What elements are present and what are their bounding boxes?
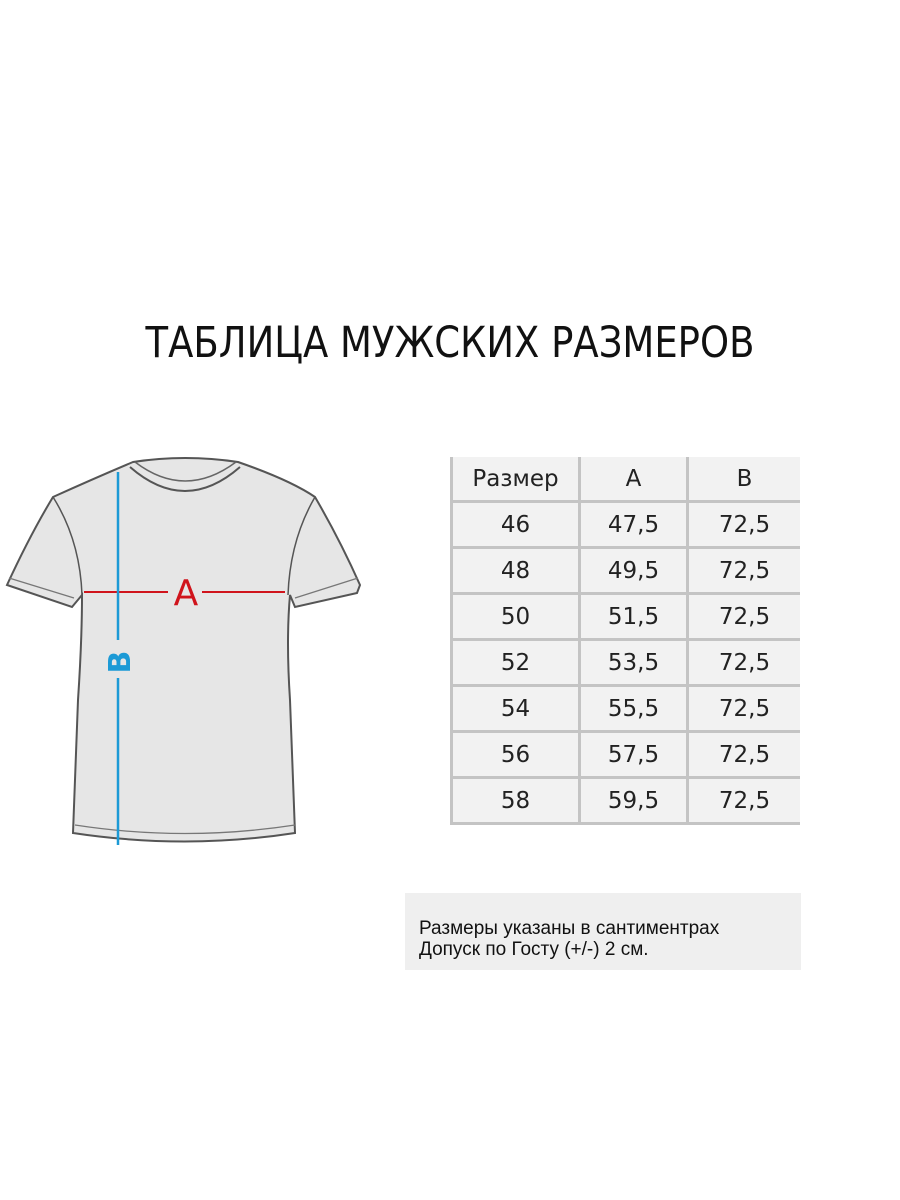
table-row: 46 47,5 72,5 (450, 500, 800, 549)
cell-size: 48 (450, 546, 581, 595)
tshirt-outline (5, 457, 362, 843)
table-row: 58 59,5 72,5 (450, 776, 800, 825)
cell-a: 59,5 (578, 776, 689, 825)
table-row: 54 55,5 72,5 (450, 684, 800, 733)
cell-b: 72,5 (686, 546, 800, 595)
table-row: 52 53,5 72,5 (450, 638, 800, 687)
cell-b: 72,5 (686, 776, 800, 825)
cell-a: 57,5 (578, 730, 689, 779)
cell-b: 72,5 (686, 500, 800, 549)
label-a: A (174, 573, 199, 614)
note-line-1: Размеры указаны в сантиментрах (419, 918, 720, 939)
note-line-2: Допуск по Госту (+/-) 2 см. (419, 939, 649, 960)
page-title: ТАБЛИЦА МУЖСКИХ РАЗМЕРОВ (145, 318, 755, 368)
header-a: A (578, 457, 689, 503)
cell-size: 58 (450, 776, 581, 825)
cell-b: 72,5 (686, 684, 800, 733)
size-table: Размер A B 46 47,5 72,5 48 49,5 72,5 50 51,5 72,… (450, 457, 800, 825)
cell-a: 51,5 (578, 592, 689, 641)
cell-size: 50 (450, 592, 581, 641)
header-size: Размер (450, 457, 581, 503)
table-row: 56 57,5 72,5 (450, 730, 800, 779)
label-b: B (103, 651, 138, 674)
cell-a: 55,5 (578, 684, 689, 733)
cell-size: 56 (450, 730, 581, 779)
header-b: B (686, 457, 800, 503)
table-row: 48 49,5 72,5 (450, 546, 800, 595)
cell-b: 72,5 (686, 592, 800, 641)
table-row: 50 51,5 72,5 (450, 592, 800, 641)
cell-size: 52 (450, 638, 581, 687)
note-box: Размеры указаны в сантиментрах Допуск по… (405, 893, 801, 970)
cell-b: 72,5 (686, 638, 800, 687)
tshirt-diagram: A B (5, 457, 362, 845)
cell-a: 49,5 (578, 546, 689, 595)
cell-size: 46 (450, 500, 581, 549)
cell-a: 47,5 (578, 500, 689, 549)
cell-b: 72,5 (686, 730, 800, 779)
cell-a: 53,5 (578, 638, 689, 687)
table-header-row: Размер A B (450, 457, 800, 503)
cell-size: 54 (450, 684, 581, 733)
